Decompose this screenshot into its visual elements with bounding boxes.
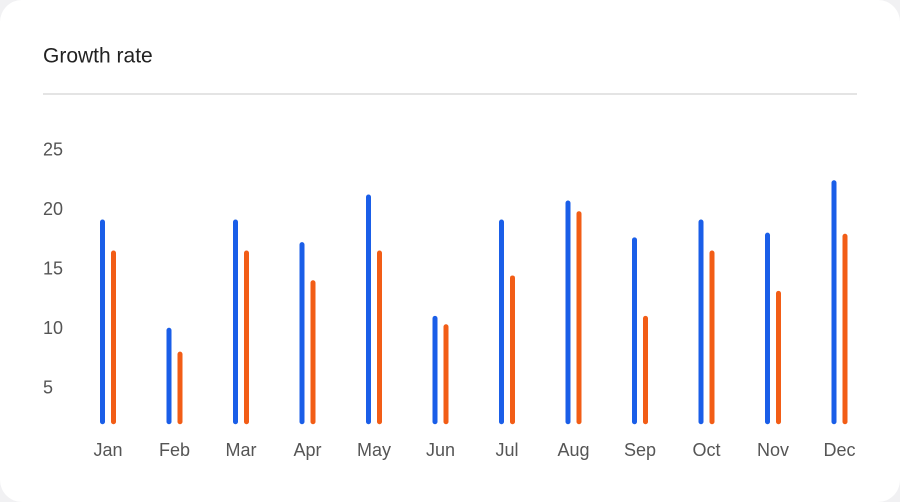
x-tick-label: Apr [293, 440, 321, 460]
y-tick-label: 25 [43, 139, 63, 159]
x-tick-label: Oct [692, 440, 720, 460]
x-tick-label: Aug [557, 440, 589, 460]
x-tick-label: Jun [426, 440, 455, 460]
x-tick-label: Mar [226, 440, 257, 460]
x-tick-label: May [357, 440, 391, 460]
x-tick-label: Jan [93, 440, 122, 460]
y-tick-label: 10 [43, 318, 63, 338]
x-tick-label: Feb [159, 440, 190, 460]
x-tick-label: Dec [823, 440, 855, 460]
y-tick-label: 20 [43, 199, 63, 219]
y-tick-label: 5 [43, 377, 53, 397]
x-tick-label: Jul [495, 440, 518, 460]
x-tick-label: Sep [624, 440, 656, 460]
y-tick-label: 15 [43, 258, 63, 278]
x-tick-label: Nov [757, 440, 789, 460]
chart-title: Growth rate [43, 45, 153, 68]
